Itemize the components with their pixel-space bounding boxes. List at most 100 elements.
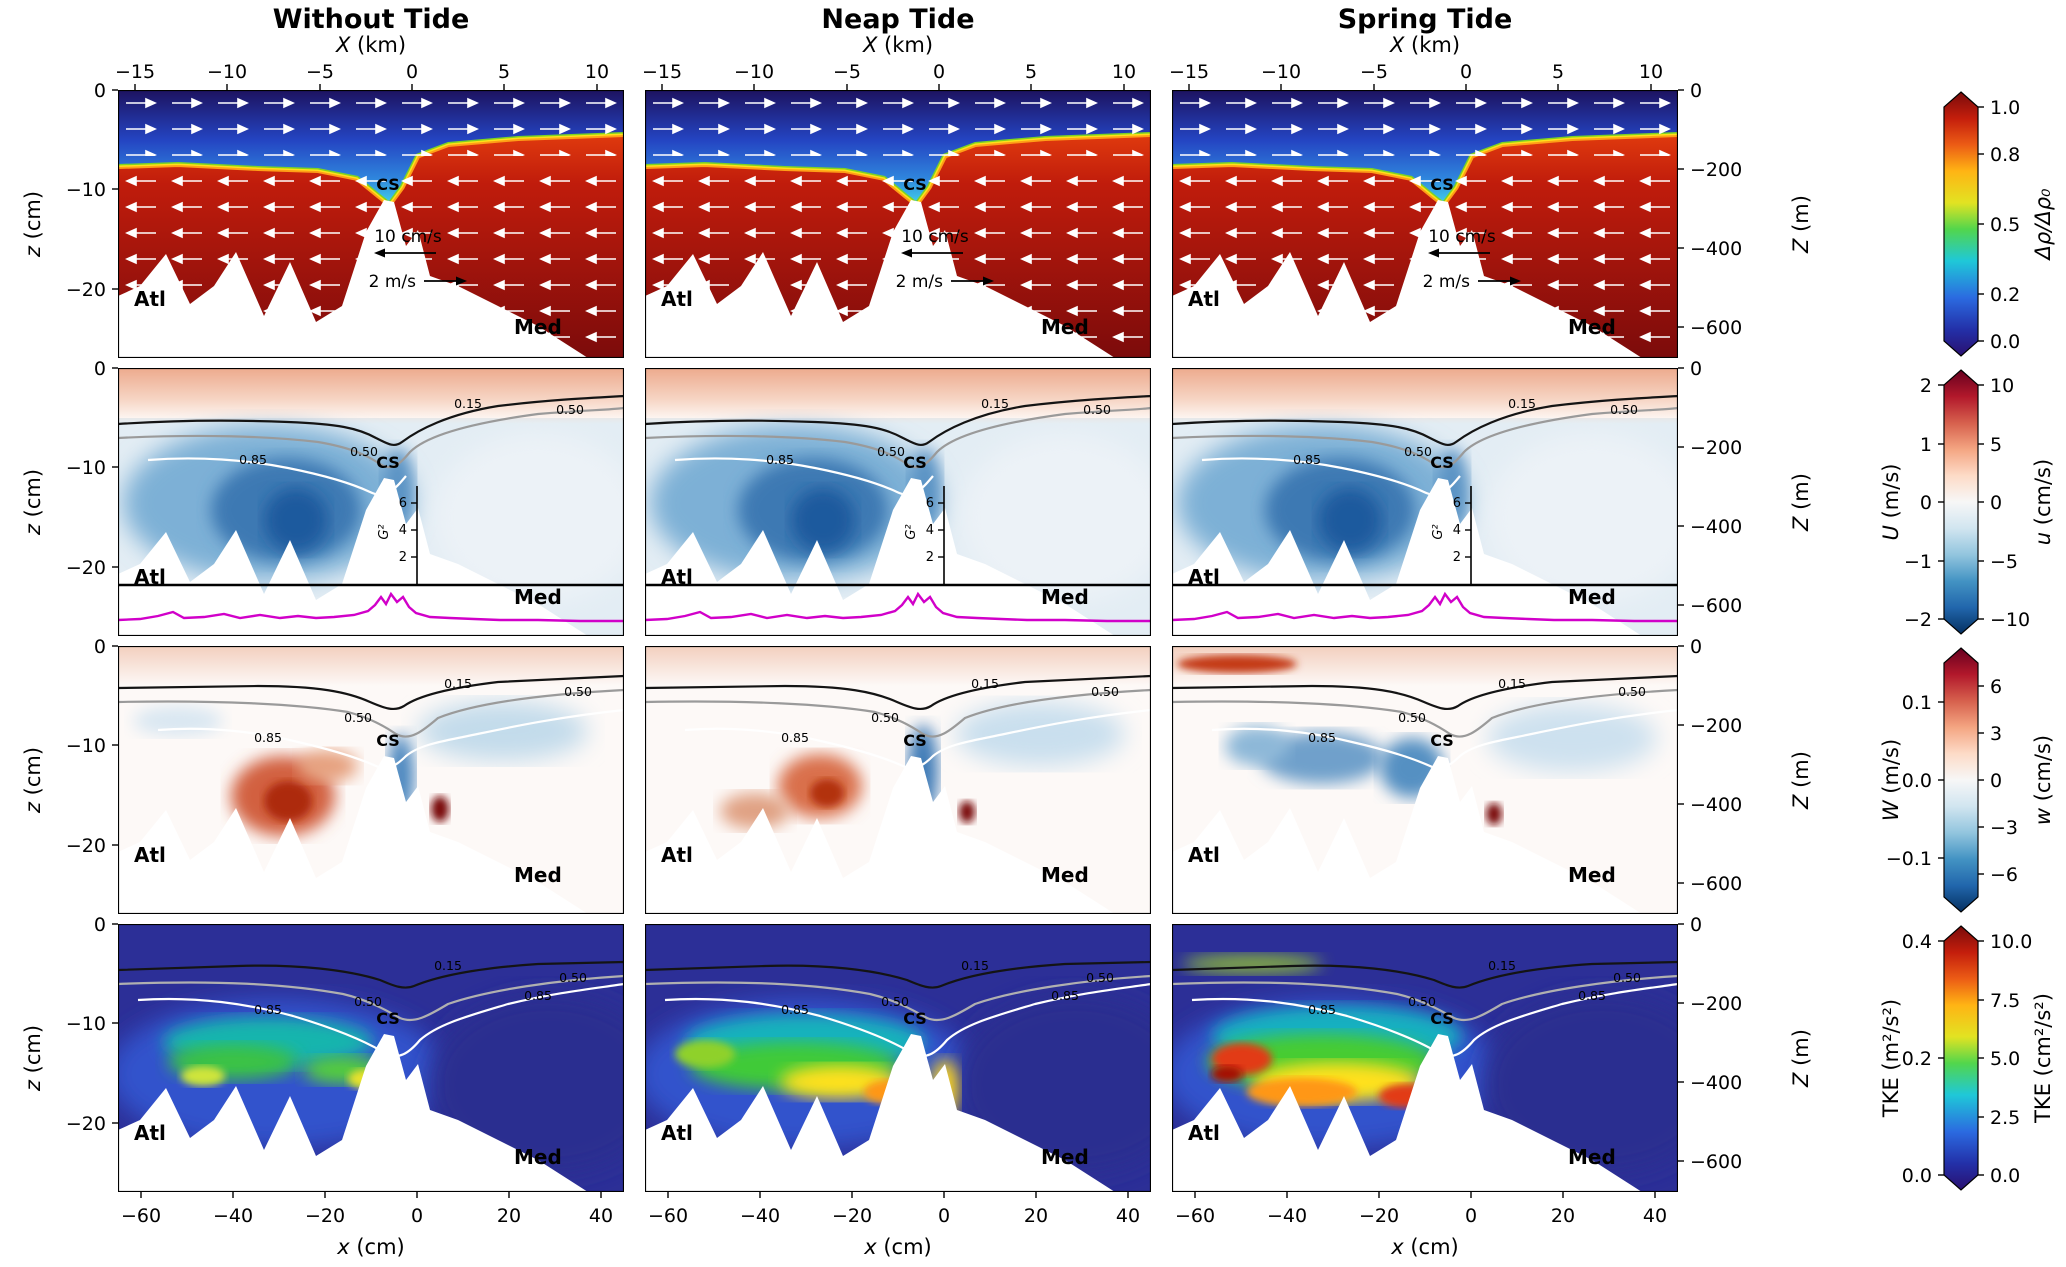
- tick-label: 5: [1990, 434, 2002, 456]
- y-axis-right-tickmarks: [1678, 89, 1684, 1162]
- colorbar-w-bar: [1943, 647, 1979, 913]
- tick-label: −600: [1690, 1151, 1742, 1173]
- tick-label: 0.0: [1902, 1165, 1932, 1187]
- tick-label: 0.0: [1990, 331, 2020, 353]
- tick-label: 0.0: [1990, 1165, 2020, 1187]
- tick-label: 0.8: [1990, 144, 2020, 166]
- tick-label: 1.0: [1990, 97, 2020, 119]
- tick-label: 20: [1551, 1205, 1575, 1227]
- tick-label: 0.1: [1902, 692, 1932, 714]
- tick-label: −400: [1690, 794, 1742, 816]
- tick-label: 2.5: [1990, 1107, 2020, 1129]
- tick-label: −600: [1690, 317, 1742, 339]
- colorbar-w-tickmarks: [1938, 685, 1984, 875]
- colorbar-u-right-label: u (cm/s): [2031, 459, 2055, 545]
- tick-label: −10: [207, 61, 247, 83]
- colorbar-w-right-label: w (cm/s): [2031, 735, 2055, 825]
- tick-label: 0: [1690, 358, 1702, 380]
- tick-label: 0: [1460, 61, 1472, 83]
- tick-label: 5: [1552, 61, 1564, 83]
- panel-tke-neap-tide: [635, 924, 1195, 1192]
- tick-label: −200: [1690, 715, 1742, 737]
- tick-label: 10.0: [1990, 931, 2032, 953]
- y-axis-left-label: z (cm): [21, 191, 45, 258]
- x-axis-top-label: X (km): [335, 33, 406, 57]
- tick-label: −6: [1990, 864, 2018, 886]
- tick-label: −20: [305, 1205, 345, 1227]
- tick-label: −10: [1261, 61, 1301, 83]
- column-title: Without Tide: [273, 4, 470, 35]
- colorbar-density-tickmarks: [1978, 106, 1984, 342]
- column-title: Spring Tide: [1338, 4, 1513, 35]
- tick-label: −200: [1690, 993, 1742, 1015]
- tick-label: 0: [1990, 770, 2002, 792]
- colorbar-density-bar: [1943, 91, 1979, 357]
- y-axis-left-tickmarks: [112, 89, 118, 1124]
- x-axis-bottom-label: x (cm): [863, 1235, 932, 1259]
- tick-label: −40: [213, 1205, 253, 1227]
- colorbar-u: 2 1 0 −1 −2 10 5 0 −5 −10 U (m/s) u (cm/…: [1879, 369, 2055, 635]
- tick-label: 40: [1643, 1205, 1667, 1227]
- panel-u-neap-tide: [645, 368, 1170, 636]
- tick-label: 0: [933, 61, 945, 83]
- tick-label: −60: [121, 1205, 161, 1227]
- y-axis-right: 0 −200 −400 −600 0 −200 −400 −600 0 −200 −400 −60…: [1678, 80, 1813, 1173]
- tick-label: 2: [1920, 375, 1932, 397]
- column-title: Neap Tide: [821, 4, 974, 35]
- tick-label: −200: [1690, 159, 1742, 181]
- tick-label: −400: [1690, 1072, 1742, 1094]
- tick-label: 20: [1024, 1205, 1048, 1227]
- y-axis-left: 0 −10 −20 0 −10 −20 0 −10 −20 0 −10 −20 z (cm) z…: [21, 80, 118, 1135]
- panel-w-spring-tide: [1172, 646, 1678, 914]
- tick-label: −10: [66, 457, 106, 479]
- tick-label: −10: [66, 179, 106, 201]
- tick-label: −20: [66, 835, 106, 857]
- tick-label: 0: [1990, 492, 2002, 514]
- tick-label: −5: [306, 61, 334, 83]
- tick-label: −1: [1904, 551, 1932, 573]
- tick-label: −200: [1690, 437, 1742, 459]
- tick-label: 10: [1112, 61, 1136, 83]
- colorbar-tke-left-label: TKE (m²/s²): [1879, 999, 1903, 1118]
- x-axis-top-label: X (km): [862, 33, 933, 57]
- tick-label: 0: [1690, 636, 1702, 658]
- tick-label: −15: [642, 61, 682, 83]
- tick-label: 0: [411, 1205, 423, 1227]
- tick-label: −400: [1690, 516, 1742, 538]
- tick-label: 10: [1990, 375, 2014, 397]
- tick-label: −5: [1360, 61, 1388, 83]
- tick-label: 40: [1116, 1205, 1140, 1227]
- tick-label: 0: [1465, 1205, 1477, 1227]
- x-axis-top: X (km) X (km) X (km) −15 −10 −5 0 5 10 −15 −10…: [115, 33, 1663, 90]
- panel-tke-without-tide: [108, 924, 668, 1192]
- tick-label: 0: [938, 1205, 950, 1227]
- tick-label: 0.2: [1902, 1048, 1932, 1070]
- tick-label: 0.0: [1902, 770, 1932, 792]
- tick-label: 5: [498, 61, 510, 83]
- tick-label: 0: [1690, 914, 1702, 936]
- colorbar-u-bar: [1943, 369, 1979, 635]
- tick-label: −600: [1690, 595, 1742, 617]
- panel-tke-spring-tide: [1162, 924, 1722, 1192]
- tick-label: 20: [497, 1205, 521, 1227]
- tick-label: −600: [1690, 873, 1742, 895]
- tick-label: −60: [648, 1205, 688, 1227]
- y-axis-left-label: z (cm): [21, 747, 45, 814]
- panel-density-neap-tide: [645, 90, 1151, 358]
- tick-label: 1: [1920, 434, 1932, 456]
- x-axis-bottom-label: x (cm): [336, 1235, 405, 1259]
- tick-label: −2: [1904, 609, 1932, 631]
- tick-label: −40: [740, 1205, 780, 1227]
- x-axis-bottom-label: x (cm): [1390, 1235, 1459, 1259]
- tick-label: 0: [94, 80, 106, 102]
- tick-label: 0.5: [1990, 214, 2020, 236]
- x-axis-top-label: X (km): [1389, 33, 1460, 57]
- tick-label: 0: [94, 636, 106, 658]
- tick-label: −20: [832, 1205, 872, 1227]
- y-axis-left-label: z (cm): [21, 1025, 45, 1092]
- tick-label: −15: [1169, 61, 1209, 83]
- colorbar-tke-bar: [1943, 925, 1979, 1191]
- colorbar-density-label: Δρ/Δρ₀: [2031, 188, 2055, 261]
- tick-label: −20: [66, 279, 106, 301]
